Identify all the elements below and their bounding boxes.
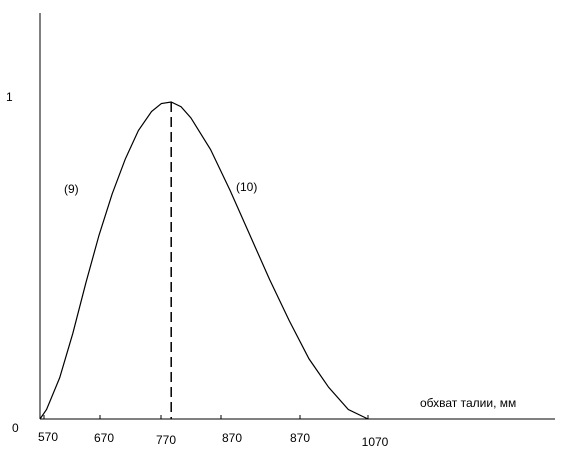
x-tick-label: 870 <box>290 431 310 445</box>
x-tick-label: 670 <box>94 431 114 445</box>
x-tick-label: 1070 <box>362 435 389 449</box>
x-tick-label: 770 <box>156 433 176 447</box>
x-tick-label: 570 <box>38 430 58 444</box>
x-tick-labels: 570 670 770 870 870 1070 <box>38 430 389 449</box>
annotation-label-9: (9) <box>64 182 79 196</box>
x-axis-label: обхват талии, мм <box>420 396 516 410</box>
y-tick-labels: 01 <box>6 90 19 435</box>
annotation-label-10: (10) <box>236 180 257 194</box>
x-tick-marks <box>43 415 369 419</box>
y-tick-label: 0 <box>12 421 19 435</box>
y-tick-label: 1 <box>6 90 13 104</box>
x-tick-label: 870 <box>222 431 242 445</box>
series-line <box>39 101 369 420</box>
